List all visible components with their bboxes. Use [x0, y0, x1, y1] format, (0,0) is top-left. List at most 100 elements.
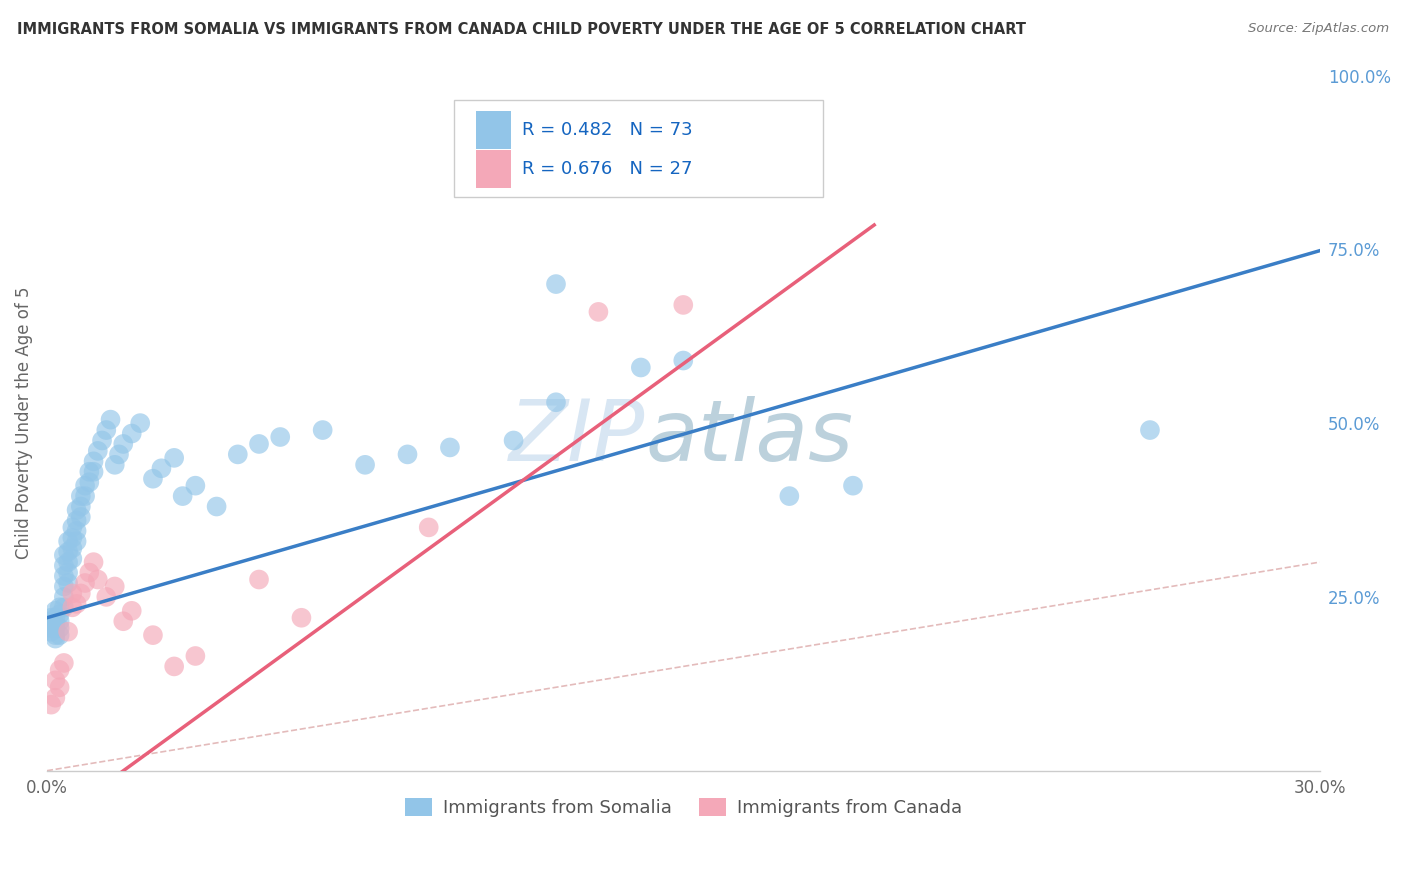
Point	[56, 534, 79, 549]
Point	[544, 277, 567, 291]
Point	[172, 489, 194, 503]
Point	[44, 604, 66, 618]
Point	[91, 434, 114, 448]
FancyBboxPatch shape	[454, 100, 824, 197]
Point	[65, 597, 87, 611]
Point	[96, 590, 118, 604]
Point	[544, 395, 567, 409]
Point	[79, 465, 101, 479]
Point	[112, 614, 135, 628]
Point	[56, 576, 79, 591]
Point	[39, 614, 62, 628]
Point	[44, 611, 66, 625]
Point	[65, 503, 87, 517]
FancyBboxPatch shape	[475, 111, 512, 149]
Point	[52, 579, 75, 593]
Point	[778, 489, 800, 503]
Point	[439, 441, 461, 455]
Point	[79, 566, 101, 580]
Point	[65, 524, 87, 538]
Text: IMMIGRANTS FROM SOMALIA VS IMMIGRANTS FROM CANADA CHILD POVERTY UNDER THE AGE OF: IMMIGRANTS FROM SOMALIA VS IMMIGRANTS FR…	[17, 22, 1026, 37]
Point	[83, 555, 105, 569]
Point	[69, 586, 91, 600]
Point	[290, 611, 312, 625]
Point	[39, 621, 62, 635]
Point	[48, 600, 70, 615]
Point	[39, 698, 62, 712]
Point	[150, 461, 173, 475]
Point	[418, 520, 440, 534]
Point	[44, 628, 66, 642]
Point	[48, 628, 70, 642]
Point	[52, 569, 75, 583]
Legend: Immigrants from Somalia, Immigrants from Canada: Immigrants from Somalia, Immigrants from…	[398, 790, 969, 824]
Point	[48, 614, 70, 628]
Point	[502, 434, 524, 448]
Point	[588, 305, 610, 319]
Point	[269, 430, 291, 444]
Point	[56, 555, 79, 569]
Point	[121, 604, 143, 618]
Point	[87, 573, 110, 587]
Point	[396, 447, 419, 461]
Point	[129, 416, 152, 430]
Point	[1139, 423, 1161, 437]
Point	[48, 621, 70, 635]
Point	[56, 566, 79, 580]
Point	[83, 465, 105, 479]
Point	[184, 648, 207, 663]
Point	[75, 478, 97, 492]
Point	[163, 659, 186, 673]
Text: R = 0.676   N = 27: R = 0.676 N = 27	[522, 161, 692, 178]
Point	[44, 673, 66, 688]
Point	[83, 454, 105, 468]
Point	[56, 624, 79, 639]
Point	[104, 579, 127, 593]
Point	[60, 531, 83, 545]
Text: atlas: atlas	[645, 395, 853, 478]
Point	[52, 558, 75, 573]
Point	[65, 534, 87, 549]
Point	[48, 663, 70, 677]
Point	[630, 360, 652, 375]
Point	[672, 353, 695, 368]
Point	[44, 690, 66, 705]
FancyBboxPatch shape	[475, 150, 512, 188]
Point	[142, 472, 165, 486]
Point	[672, 298, 695, 312]
Point	[311, 423, 333, 437]
Point	[69, 510, 91, 524]
Point	[184, 478, 207, 492]
Point	[60, 541, 83, 556]
Point	[60, 551, 83, 566]
Point	[52, 656, 75, 670]
Point	[79, 475, 101, 490]
Point	[48, 607, 70, 622]
Point	[56, 545, 79, 559]
Point	[44, 617, 66, 632]
Text: ZIP: ZIP	[509, 395, 645, 478]
Point	[65, 513, 87, 527]
Point	[69, 500, 91, 514]
Point	[108, 447, 131, 461]
Point	[142, 628, 165, 642]
Point	[100, 412, 122, 426]
Y-axis label: Child Poverty Under the Age of 5: Child Poverty Under the Age of 5	[15, 287, 32, 559]
Point	[52, 548, 75, 562]
Point	[44, 621, 66, 635]
Point	[96, 423, 118, 437]
Text: Source: ZipAtlas.com: Source: ZipAtlas.com	[1249, 22, 1389, 36]
Point	[842, 478, 865, 492]
Point	[87, 444, 110, 458]
Point	[104, 458, 127, 472]
Point	[121, 426, 143, 441]
Point	[354, 458, 377, 472]
Point	[112, 437, 135, 451]
Point	[52, 590, 75, 604]
Point	[75, 489, 97, 503]
Point	[226, 447, 249, 461]
Text: R = 0.482   N = 73: R = 0.482 N = 73	[522, 120, 692, 139]
Point	[163, 450, 186, 465]
Point	[39, 624, 62, 639]
Point	[247, 437, 270, 451]
